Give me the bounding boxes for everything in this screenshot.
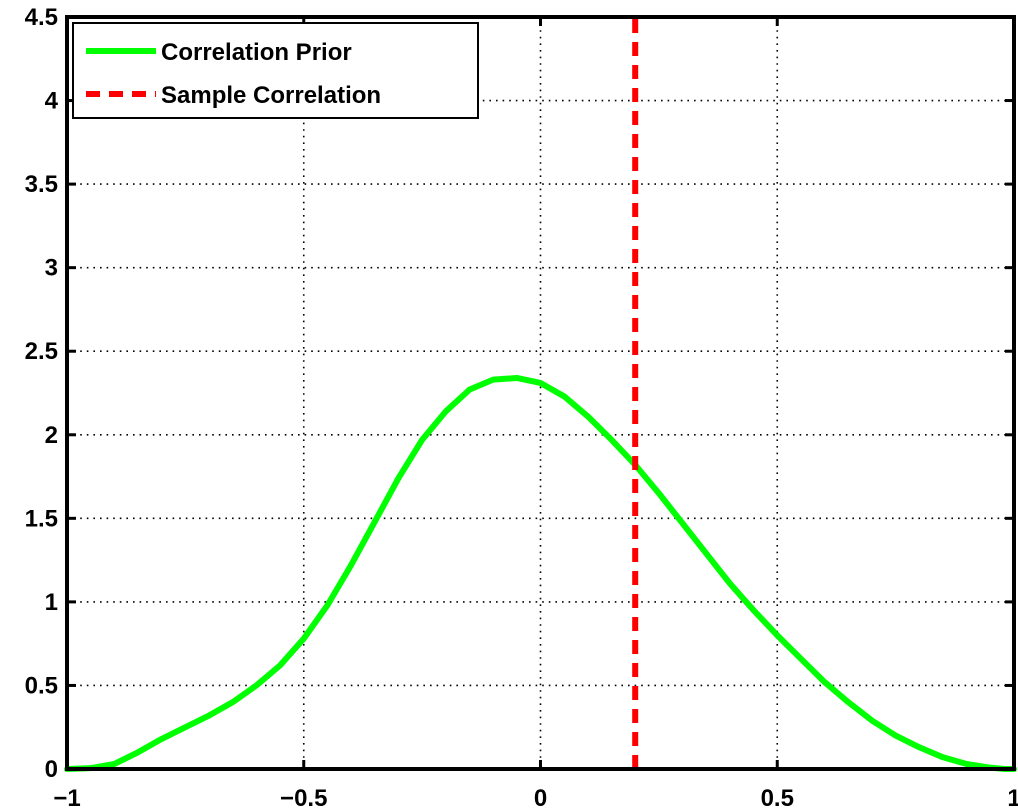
y-tick-label: 2 bbox=[45, 422, 58, 449]
y-tick-label: 1.5 bbox=[25, 505, 58, 532]
x-tick-label: −1 bbox=[53, 785, 80, 812]
y-tick-label: 0 bbox=[45, 756, 58, 783]
y-tick-label: 0.5 bbox=[25, 672, 58, 699]
x-tick-label: −0.5 bbox=[280, 785, 327, 812]
legend-entry-label: Correlation Prior bbox=[161, 39, 352, 66]
series-layer bbox=[64, 17, 1017, 772]
y-tick-label: 1 bbox=[45, 589, 58, 616]
y-tick-label: 4 bbox=[45, 88, 59, 115]
legend: Correlation Prior Sample Correlation bbox=[72, 22, 479, 119]
y-tick-label: 4.5 bbox=[25, 4, 58, 31]
correlation-prior-line bbox=[64, 374, 1017, 772]
x-tick-label: 0 bbox=[534, 785, 547, 812]
x-tick-label: 1 bbox=[1007, 785, 1018, 812]
y-tick-label: 3 bbox=[45, 255, 58, 282]
legend-entry-label: Sample Correlation bbox=[161, 82, 381, 109]
y-tick-label: 2.5 bbox=[25, 338, 58, 365]
y-tick-label: 3.5 bbox=[25, 171, 58, 198]
ticks: −1 −0.5 0 0.5 1 0 0.5 1 1.5 2 2.5 3 3.5 4 4.5 bbox=[25, 4, 1018, 812]
legend-box bbox=[72, 22, 479, 119]
x-tick-label: 0.5 bbox=[761, 785, 794, 812]
